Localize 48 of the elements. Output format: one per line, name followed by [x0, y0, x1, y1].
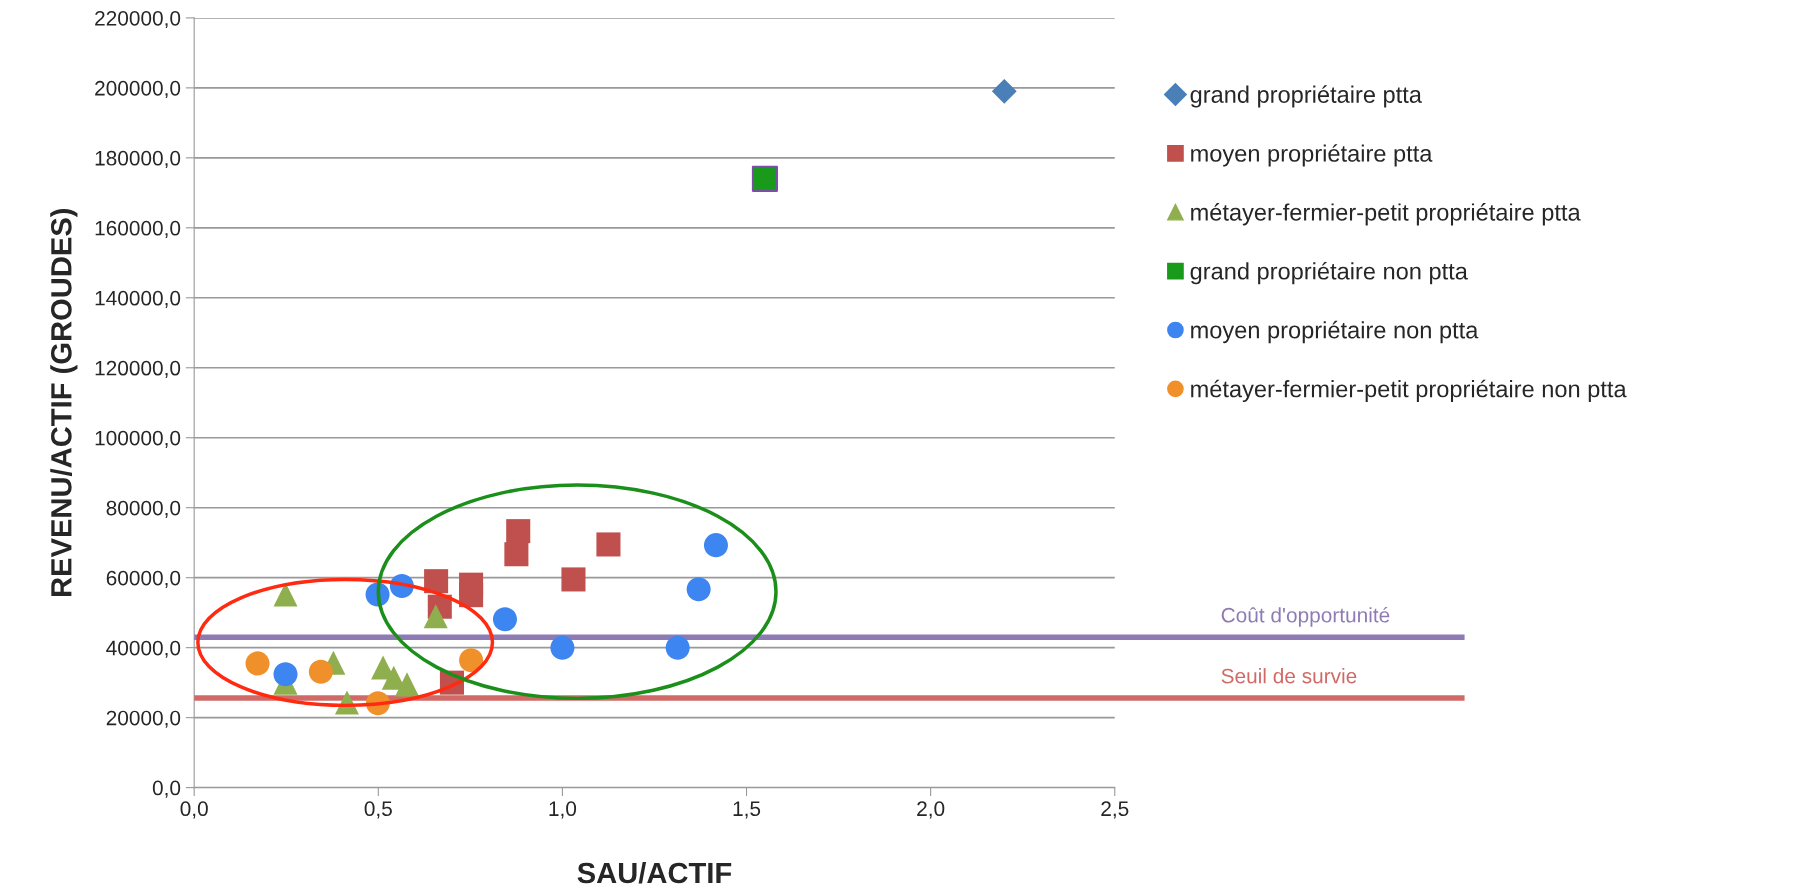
point	[596, 532, 621, 557]
point	[504, 542, 529, 567]
y-tick-label: 20000,0	[106, 710, 181, 728]
legend-label: métayer-fermier-petit propriétaire non ptta	[1191, 379, 1627, 403]
point	[703, 533, 728, 558]
ref-line-label: Coût d'opportunité	[1221, 607, 1390, 627]
y-tick-label: 100000,0	[95, 430, 181, 448]
legend-label: moyen propriétaire ptta	[1191, 144, 1433, 167]
y-tick-label: 120000,0	[95, 360, 181, 378]
y-tick-label: 200000,0	[95, 80, 181, 99]
point	[394, 672, 420, 697]
point	[506, 519, 531, 544]
point	[424, 569, 449, 594]
point	[245, 651, 270, 676]
x-tick-label: 0,0	[180, 801, 208, 819]
y-tick-label: 40000,0	[106, 640, 181, 658]
point	[308, 659, 333, 684]
y-tick-label: 0,0	[152, 780, 181, 798]
point	[423, 604, 448, 629]
point	[459, 648, 484, 673]
point	[550, 635, 575, 660]
y-tick-label: 160000,0	[95, 220, 181, 239]
y-tick-label: 60000,0	[106, 570, 181, 588]
x-tick-label: 0,5	[364, 801, 392, 819]
legend-label: moyen propriétaire non ptta	[1191, 320, 1479, 344]
y-tick-label: 180000,0	[95, 150, 181, 169]
point	[751, 165, 779, 192]
ref-line-label: Seuil de survie	[1221, 668, 1357, 684]
point	[686, 577, 711, 602]
y-axis-title: REVENU/ACTIF (GROUDES)	[50, 208, 78, 597]
x-tick-label: 2,0	[917, 801, 945, 819]
legend-label: grand propriétaire ptta	[1190, 85, 1422, 108]
point	[991, 78, 1017, 104]
point	[459, 583, 484, 608]
legend-label: métayer-fermier-petit propriétaire ptta	[1191, 203, 1581, 226]
point	[273, 662, 298, 687]
x-axis-title: SAU/ACTIF	[577, 861, 732, 884]
x-tick-label: 1,5	[733, 801, 761, 819]
point	[561, 567, 586, 592]
y-tick-label: 220000,0	[95, 10, 181, 29]
point	[492, 607, 517, 632]
point	[273, 582, 298, 607]
x-tick-label: 2,5	[1101, 801, 1129, 819]
x-tick-label: 1,0	[549, 801, 577, 819]
point	[665, 635, 690, 660]
y-tick-label: 80000,0	[106, 500, 181, 518]
y-tick-label: 140000,0	[95, 290, 181, 309]
legend-label: grand propriétaire non ptta	[1190, 261, 1468, 285]
